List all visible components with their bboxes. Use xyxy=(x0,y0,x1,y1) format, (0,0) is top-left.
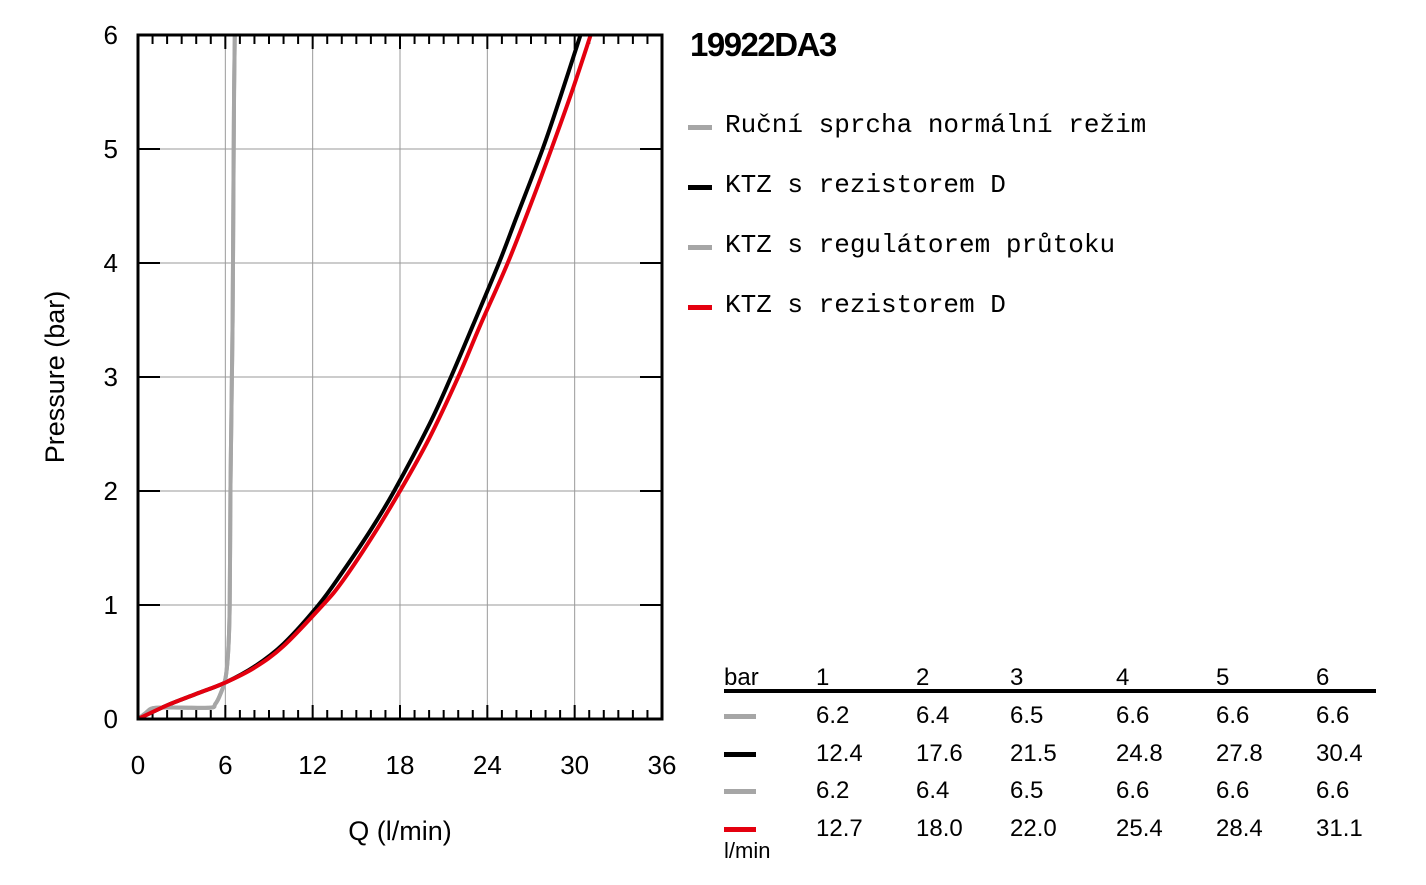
series-line-4 xyxy=(138,34,593,719)
table-column-header: 3 xyxy=(1010,664,1024,691)
table-cell: 24.8 xyxy=(1116,739,1163,767)
table-cell: 18.0 xyxy=(916,814,963,842)
y-tick-label: 2 xyxy=(104,476,118,506)
x-tick-label: 24 xyxy=(473,750,502,780)
table-row: 6.2 6.4 6.5 6.6 6.6 6.6 xyxy=(724,702,1376,738)
legend-swatch xyxy=(688,305,712,310)
table-row: 12.7 18.0 22.0 25.4 28.4 31.1 xyxy=(724,815,1376,851)
table-column-header: 2 xyxy=(916,664,930,691)
table-column-header: 1 xyxy=(816,664,830,691)
table-cell: 22.0 xyxy=(1010,814,1057,842)
table-cell: 25.4 xyxy=(1116,814,1163,842)
x-tick-label: 36 xyxy=(648,750,677,780)
table-row-swatch xyxy=(724,789,756,794)
table-row: 12.4 17.6 21.5 24.8 27.8 30.4 xyxy=(724,740,1376,776)
x-tick-label: 6 xyxy=(218,750,232,780)
y-tick-label: 0 xyxy=(104,704,118,734)
table-cell: 6.5 xyxy=(1010,702,1044,729)
table-cell: 27.8 xyxy=(1216,739,1263,767)
flow-table: bar l/min 1 2 3 4 5 6 6.2 6.4 6.5 6.6 6.6 6.6 12.4 17… xyxy=(724,664,1376,874)
table-cell: 6.4 xyxy=(916,702,950,729)
y-tick-label: 4 xyxy=(104,248,118,278)
chart-title: 19922DA3 xyxy=(690,26,837,63)
legend-swatch xyxy=(688,185,712,190)
x-tick-label: 18 xyxy=(386,750,415,780)
series-lines xyxy=(138,34,593,719)
y-axis-label: Pressure (bar) xyxy=(40,291,70,464)
legend-label: KTZ s rezistorem D xyxy=(725,290,1006,320)
table-cell: 6.6 xyxy=(1216,777,1250,804)
grid-lines xyxy=(138,35,662,719)
table-header-rule xyxy=(724,689,1376,693)
table-cell: 17.6 xyxy=(916,739,963,767)
table-cell: 6.5 xyxy=(1010,777,1044,804)
table-cell: 6.6 xyxy=(1316,702,1350,729)
table-column-header: 4 xyxy=(1116,664,1130,691)
plot-frame xyxy=(136,33,664,721)
x-tick-label: 30 xyxy=(560,750,589,780)
y-tick-label: 3 xyxy=(104,362,118,392)
table-column-header: 6 xyxy=(1316,664,1330,691)
legend-label: Ruční sprcha normální režim xyxy=(725,110,1147,140)
table-foot-unit: l/min xyxy=(724,838,771,863)
table-cell: 6.2 xyxy=(816,777,850,804)
x-axis-label: Q (l/min) xyxy=(348,816,452,846)
legend-swatch xyxy=(688,125,712,130)
table-cell: 6.6 xyxy=(1316,777,1350,804)
table-cell: 6.2 xyxy=(816,702,850,729)
x-tick-label: 0 xyxy=(131,750,145,780)
table-row-swatch xyxy=(724,826,756,832)
y-tick-label: 6 xyxy=(104,20,118,50)
legend-label: KTZ s regulátorem průtoku xyxy=(725,230,1116,260)
y-tick-label: 5 xyxy=(104,134,118,164)
table-column-header: 5 xyxy=(1216,664,1230,691)
table-cell: 31.1 xyxy=(1316,814,1363,842)
table-cell: 21.5 xyxy=(1010,739,1057,767)
table-cell: 6.6 xyxy=(1216,702,1250,729)
y-tick-label: 1 xyxy=(104,590,118,620)
table-head-unit: bar xyxy=(724,664,759,691)
legend-swatch xyxy=(688,245,712,250)
table-cell: 30.4 xyxy=(1316,739,1363,767)
legend-label: KTZ s rezistorem D xyxy=(725,170,1006,200)
table-cell: 6.6 xyxy=(1116,702,1150,729)
table-cell: 6.4 xyxy=(916,777,950,804)
table-cell: 12.4 xyxy=(816,739,863,767)
x-tick-label: 12 xyxy=(298,750,327,780)
table-cell: 28.4 xyxy=(1216,814,1263,842)
table-row-swatch xyxy=(724,714,756,719)
table-cell: 12.7 xyxy=(816,814,863,842)
table-cell: 6.6 xyxy=(1116,777,1150,804)
table-row: 6.2 6.4 6.5 6.6 6.6 6.6 xyxy=(724,777,1376,813)
table-row-swatch xyxy=(724,751,756,757)
